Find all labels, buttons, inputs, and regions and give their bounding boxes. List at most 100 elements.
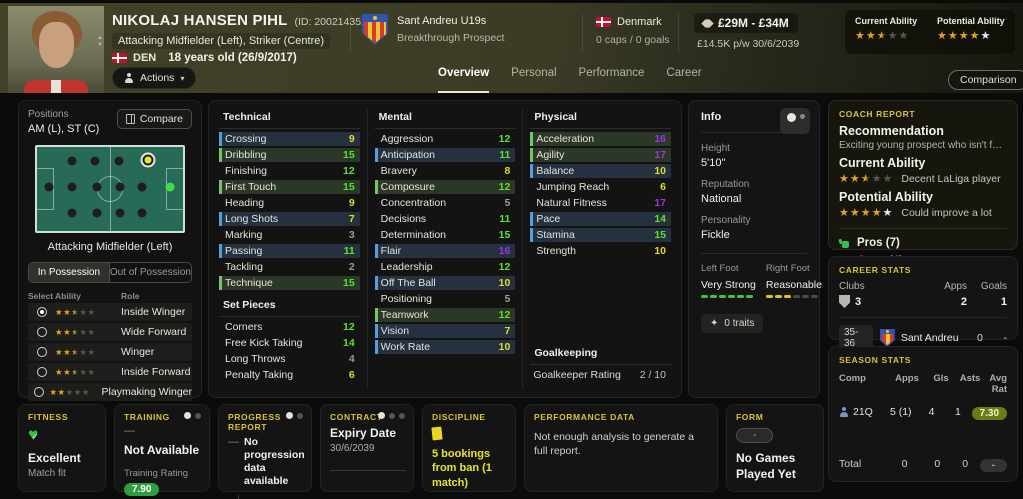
player-nav-arrows[interactable]: ▲ ▼ bbox=[97, 35, 103, 48]
header-divider bbox=[582, 14, 583, 52]
toggle-in-possession[interactable]: In Possession bbox=[29, 263, 109, 282]
attribute-row[interactable]: First Touch 15 bbox=[219, 180, 360, 194]
attribute-row[interactable]: Aggression 12 bbox=[380, 133, 511, 145]
actions-button[interactable]: Actions ▾ bbox=[112, 67, 197, 89]
pros-row[interactable]: Pros (7) bbox=[839, 228, 1007, 249]
role-row-wide-forward[interactable]: ★★★★★ Wide Forward bbox=[28, 323, 192, 341]
role-radio[interactable] bbox=[36, 347, 47, 357]
chevron-down-icon[interactable]: ▼ bbox=[97, 42, 103, 48]
position-dot[interactable] bbox=[44, 182, 54, 192]
position-dot[interactable] bbox=[67, 182, 77, 192]
attribute-row[interactable]: Leadership 12 bbox=[380, 261, 511, 273]
season-stats-row[interactable]: 21Q 5 (1) 4 1 7.30 bbox=[839, 403, 1008, 421]
career-stats-panel: CAREER STATS Clubs Apps Goals 3 2 1 35-3… bbox=[828, 256, 1018, 351]
position-dot[interactable] bbox=[92, 208, 102, 218]
performance-data-panel[interactable]: PERFORMANCE DATA Not enough analysis to … bbox=[524, 404, 718, 492]
carousel-dots[interactable] bbox=[378, 412, 405, 419]
attribute-row[interactable]: Jumping Reach 6 bbox=[536, 181, 666, 193]
role-row-inside-forward[interactable]: ★★★★★ Inside Forward bbox=[28, 363, 192, 381]
position-dot-yellow[interactable] bbox=[142, 154, 154, 166]
attribute-row[interactable]: Determination 15 bbox=[380, 229, 511, 241]
compare-button[interactable]: Compare bbox=[116, 109, 192, 129]
header-divider bbox=[678, 14, 679, 52]
tab-career[interactable]: Career bbox=[666, 67, 702, 79]
attribute-row[interactable]: Work Rate 10 bbox=[374, 340, 516, 354]
attribute-row[interactable]: Technique 15 bbox=[219, 276, 360, 290]
attribute-row[interactable]: Passing 11 bbox=[219, 244, 360, 258]
attribute-row[interactable]: Decisions 11 bbox=[380, 213, 511, 225]
positions-panel: Positions AM (L), ST (C) Compare Attacki… bbox=[18, 100, 202, 401]
role-radio[interactable] bbox=[33, 387, 44, 397]
mental-header: Mental bbox=[374, 109, 516, 129]
positions-label: Positions bbox=[28, 109, 69, 120]
right-foot-value: Reasonable bbox=[765, 279, 822, 291]
attribute-row[interactable]: Finishing 12 bbox=[225, 165, 355, 177]
attribute-row[interactable]: Natural Fitness 17 bbox=[536, 197, 666, 209]
attribute-row[interactable]: Penalty Taking 6 bbox=[225, 369, 355, 381]
attribute-row[interactable]: Concentration 5 bbox=[380, 197, 511, 209]
role-row-winger[interactable]: ★★★★★ Winger bbox=[28, 343, 192, 361]
attribute-row[interactable]: Pace 14 bbox=[530, 212, 671, 226]
player-model-icon[interactable] bbox=[780, 108, 810, 134]
role-radio[interactable] bbox=[36, 327, 47, 337]
role-row-inside-winger[interactable]: ★★★★★ Inside Winger bbox=[28, 303, 192, 321]
national-team[interactable]: Denmark bbox=[617, 16, 662, 28]
position-pitch-map[interactable] bbox=[35, 145, 185, 233]
attribute-row[interactable]: Tackling 2 bbox=[225, 261, 355, 273]
player-id: (ID: 2002143525) bbox=[294, 16, 377, 28]
club-name[interactable]: Sant Andreu U19s bbox=[397, 15, 487, 27]
position-dot-green[interactable] bbox=[165, 182, 175, 192]
training-rating-badge: 7.90 bbox=[124, 483, 160, 496]
attribute-row[interactable]: Free Kick Taking 14 bbox=[225, 337, 355, 349]
attribute-row[interactable]: Composure 12 bbox=[374, 180, 516, 194]
attribute-row[interactable]: Stamina 15 bbox=[530, 228, 671, 242]
attribute-row[interactable]: Long Throws 4 bbox=[225, 353, 355, 365]
attribute-row[interactable]: Bravery 8 bbox=[380, 165, 511, 177]
attribute-row[interactable]: Dribbling 15 bbox=[219, 148, 360, 162]
role-row-playmaking-winger[interactable]: ★★★★★ Playmaking Winger bbox=[28, 383, 192, 401]
attribute-row[interactable]: Positioning 5 bbox=[380, 293, 511, 305]
attribute-row[interactable]: Strength 10 bbox=[536, 245, 666, 257]
position-dot[interactable] bbox=[67, 208, 77, 218]
traits-button[interactable]: ✦ 0 traits bbox=[701, 314, 764, 333]
tab-performance[interactable]: Performance bbox=[578, 67, 645, 79]
attribute-row[interactable]: Flair 16 bbox=[374, 244, 516, 258]
progress-report-panel[interactable]: PROGRESS REPORT — No progression data av… bbox=[218, 404, 312, 499]
total-rating-badge: - bbox=[979, 459, 1007, 472]
position-dot[interactable] bbox=[114, 156, 124, 166]
tab-personal[interactable]: Personal bbox=[511, 67, 557, 79]
coach-report-panel[interactable]: COACH REPORT Recommendation Exciting you… bbox=[828, 100, 1018, 267]
form-panel[interactable]: FORM - No Games Played Yet bbox=[726, 404, 824, 492]
position-dot[interactable] bbox=[137, 182, 147, 192]
comparison-button[interactable]: Comparison bbox=[948, 70, 1023, 90]
fitness-panel[interactable]: FITNESS Excellent Match fit bbox=[18, 404, 106, 492]
toggle-out-of-possession[interactable]: Out of Possession bbox=[108, 263, 191, 282]
attribute-row[interactable]: Long Shots 7 bbox=[219, 212, 360, 226]
position-dot[interactable] bbox=[92, 182, 102, 192]
tab-overview[interactable]: Overview bbox=[438, 67, 490, 93]
attribute-row[interactable]: Corners 12 bbox=[225, 321, 355, 333]
attribute-row[interactable]: Vision 7 bbox=[374, 324, 516, 338]
position-dot[interactable] bbox=[90, 156, 100, 166]
attribute-row[interactable]: Balance 10 bbox=[530, 164, 671, 178]
attribute-row[interactable]: Off The Ball 10 bbox=[374, 276, 516, 290]
position-dot[interactable] bbox=[67, 156, 77, 166]
attribute-row[interactable]: Anticipation 11 bbox=[374, 148, 516, 162]
training-panel[interactable]: TRAINING — Not Available Training Rating… bbox=[114, 404, 210, 496]
attribute-row[interactable]: Marking 3 bbox=[225, 229, 355, 241]
attribute-row[interactable]: Acceleration 16 bbox=[530, 132, 671, 146]
position-dot[interactable] bbox=[115, 208, 125, 218]
attribute-row[interactable]: Crossing 9 bbox=[219, 132, 360, 146]
role-radio[interactable] bbox=[36, 367, 47, 377]
discipline-panel[interactable]: DISCIPLINE 5 bookings from ban (1 match) bbox=[422, 404, 516, 492]
contract-panel[interactable]: CONTRACT Expiry Date 30/6/2039 bbox=[320, 404, 414, 492]
carousel-dots[interactable] bbox=[286, 412, 303, 419]
attribute-row[interactable]: Heading 9 bbox=[225, 197, 355, 209]
attribute-row[interactable]: Teamwork 12 bbox=[374, 308, 516, 322]
chevron-up-icon[interactable]: ▲ bbox=[97, 35, 103, 41]
attribute-row[interactable]: Agility 17 bbox=[530, 148, 671, 162]
position-dot[interactable] bbox=[115, 182, 125, 192]
role-radio[interactable] bbox=[36, 307, 47, 317]
position-dot[interactable] bbox=[137, 208, 147, 218]
carousel-dots[interactable] bbox=[184, 412, 201, 419]
